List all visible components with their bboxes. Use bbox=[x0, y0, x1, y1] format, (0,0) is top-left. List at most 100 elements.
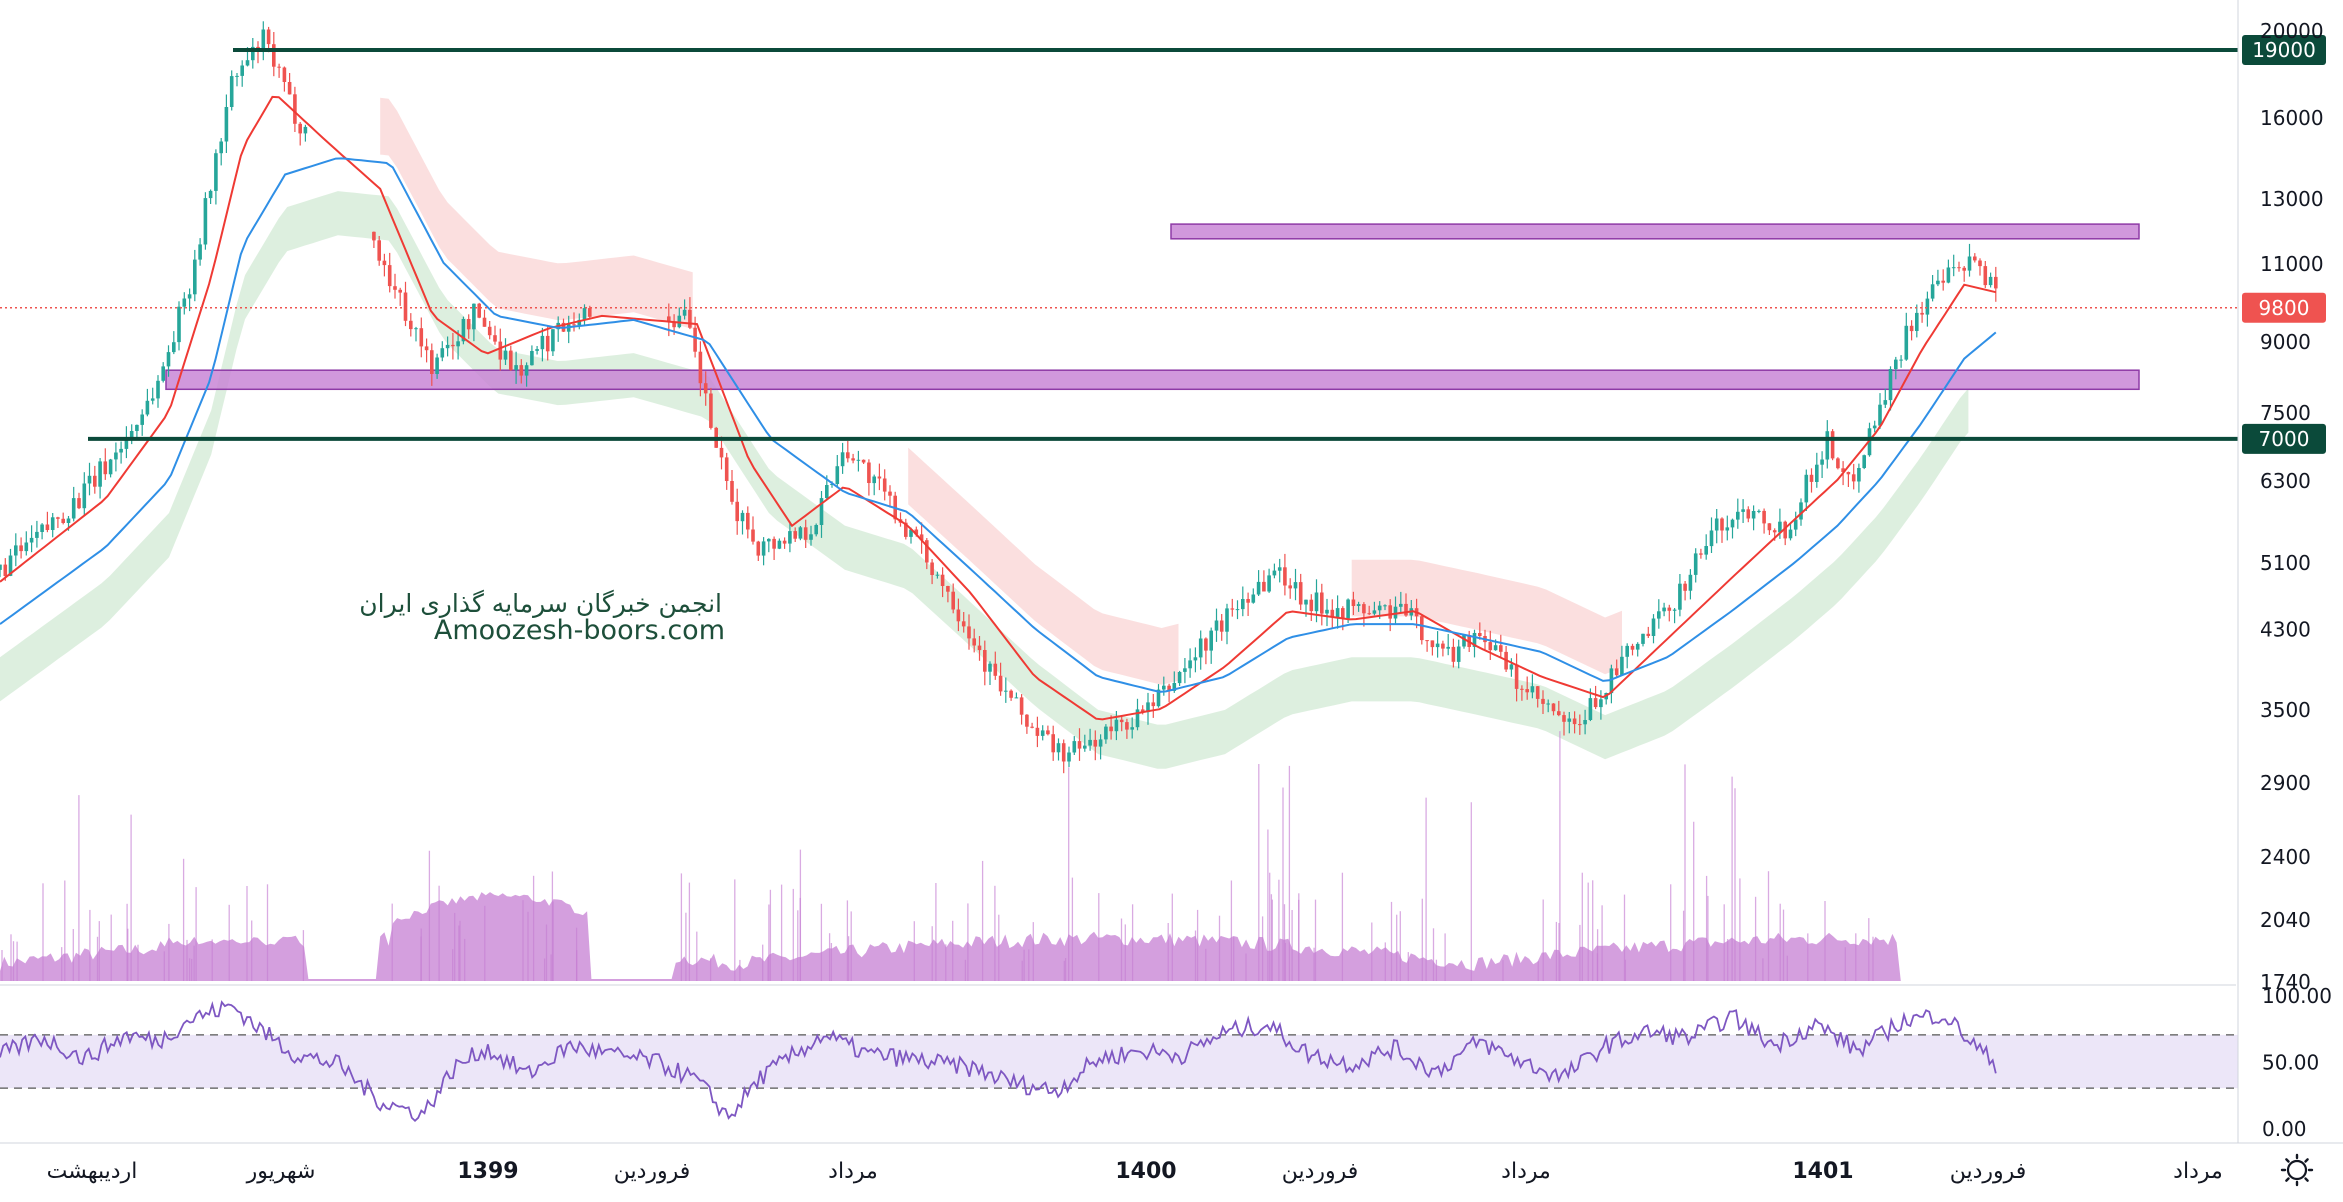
candle-down bbox=[904, 522, 908, 537]
candle-up bbox=[177, 306, 181, 343]
candle-up bbox=[1709, 530, 1714, 547]
candle-down bbox=[1009, 690, 1013, 698]
price-tick-label: 3500 bbox=[2260, 698, 2311, 722]
candle-down bbox=[1520, 688, 1524, 690]
candle-up bbox=[1620, 656, 1624, 676]
candle-down bbox=[1593, 698, 1598, 708]
candle-up bbox=[1399, 603, 1403, 607]
time-tick-label: 1399 bbox=[457, 1159, 518, 1184]
candle-up bbox=[1815, 464, 1819, 482]
candle-down bbox=[1309, 599, 1314, 612]
candle-down bbox=[451, 344, 455, 347]
candle-up bbox=[435, 357, 439, 374]
candle-up bbox=[1793, 519, 1798, 530]
candle-up bbox=[1104, 726, 1108, 740]
candle-up bbox=[172, 342, 176, 353]
candle-up bbox=[50, 517, 55, 530]
candle-up bbox=[108, 459, 113, 475]
level-price-label: 19000 bbox=[2252, 38, 2316, 62]
candle-up bbox=[235, 75, 239, 77]
candle-up bbox=[761, 541, 766, 556]
candle-down bbox=[1783, 521, 1787, 539]
candle-up bbox=[830, 484, 834, 485]
candle-down bbox=[3, 564, 8, 576]
candle-up bbox=[1988, 276, 1993, 286]
candle-down bbox=[1420, 616, 1424, 641]
candle-up bbox=[1014, 697, 1019, 699]
price-tick-label: 2040 bbox=[2260, 908, 2311, 932]
candle-up bbox=[788, 531, 792, 544]
candle-up bbox=[414, 328, 418, 330]
candle-down bbox=[509, 350, 513, 371]
candle-up bbox=[840, 452, 845, 467]
candle-down bbox=[77, 498, 81, 509]
candle-up bbox=[1530, 686, 1535, 693]
candle-up bbox=[40, 524, 44, 532]
candle-down bbox=[1140, 709, 1145, 713]
watermark-site: Amoozesh-boors.com bbox=[434, 615, 725, 646]
time-tick-label: مرداد bbox=[828, 1159, 878, 1184]
candle-down bbox=[782, 540, 787, 544]
candle-up bbox=[1183, 668, 1187, 672]
candle-down bbox=[1025, 714, 1029, 727]
candle-up bbox=[35, 531, 39, 538]
candle-down bbox=[1809, 474, 1814, 482]
candle-up bbox=[1040, 730, 1045, 736]
candle-up bbox=[1693, 553, 1698, 575]
settings-gear-icon[interactable] bbox=[2280, 1153, 2314, 1187]
candle-up bbox=[835, 466, 840, 484]
candle-down bbox=[1425, 640, 1429, 642]
candle-down bbox=[588, 308, 592, 317]
price-axis[interactable]: 20000 16000 13000 11000 9000 7500 6300 5100 4300… bbox=[2237, 0, 2332, 1143]
candle-up bbox=[0, 564, 2, 570]
candle-down bbox=[1341, 608, 1345, 619]
candle-down bbox=[698, 351, 703, 384]
candle-down bbox=[972, 638, 976, 646]
candle-up bbox=[1446, 646, 1450, 649]
time-tick-label: 1400 bbox=[1115, 1159, 1176, 1184]
candle-up bbox=[1741, 509, 1745, 512]
candle-up bbox=[825, 485, 829, 499]
candle-up bbox=[1883, 400, 1888, 405]
candle-down bbox=[419, 328, 424, 347]
candle-down bbox=[1061, 743, 1066, 762]
candle-down bbox=[956, 609, 961, 622]
candle-up bbox=[1899, 359, 1903, 361]
candle-up bbox=[445, 344, 450, 349]
candle-up bbox=[114, 452, 118, 460]
current-price-tag[interactable] bbox=[2242, 292, 2326, 323]
time-axis[interactable]: اردیبهشت شهریور 1399 فروردین مرداد 1400 فروردی… bbox=[47, 1159, 2223, 1184]
candle-up bbox=[1820, 459, 1824, 465]
resistance-zone-1[interactable] bbox=[165, 369, 2140, 391]
candle-up bbox=[1272, 570, 1277, 576]
candle-down bbox=[877, 476, 882, 479]
candle-down bbox=[940, 574, 945, 586]
candle-up bbox=[777, 540, 782, 549]
candle-down bbox=[867, 462, 871, 483]
candle-down bbox=[756, 541, 761, 556]
price-tick-label: 20000 bbox=[2260, 19, 2324, 43]
candle-up bbox=[440, 348, 445, 358]
candle-down bbox=[477, 303, 481, 318]
candle-down bbox=[1667, 607, 1672, 611]
candle-up bbox=[1662, 607, 1666, 612]
candle-down bbox=[1151, 702, 1156, 707]
time-tick-label: فروردین bbox=[614, 1159, 691, 1184]
candle-down bbox=[1983, 266, 1988, 286]
candle-up bbox=[767, 538, 771, 542]
candle-up bbox=[740, 512, 745, 522]
candle-down bbox=[1388, 605, 1392, 619]
candle-down bbox=[282, 67, 287, 82]
candle-down bbox=[1562, 715, 1566, 722]
candle-up bbox=[1857, 468, 1861, 482]
candle-down bbox=[1320, 592, 1324, 614]
candle-up bbox=[1325, 609, 1329, 614]
candle-down bbox=[1551, 703, 1556, 712]
candle-up bbox=[1314, 592, 1319, 612]
resistance-zone-0[interactable] bbox=[1170, 223, 2140, 240]
candle-down bbox=[277, 66, 281, 68]
candle-up bbox=[1925, 298, 1930, 315]
time-tick-label: فروردین bbox=[1950, 1159, 2027, 1184]
candle-up bbox=[129, 431, 134, 440]
candle-down bbox=[1841, 468, 1845, 472]
